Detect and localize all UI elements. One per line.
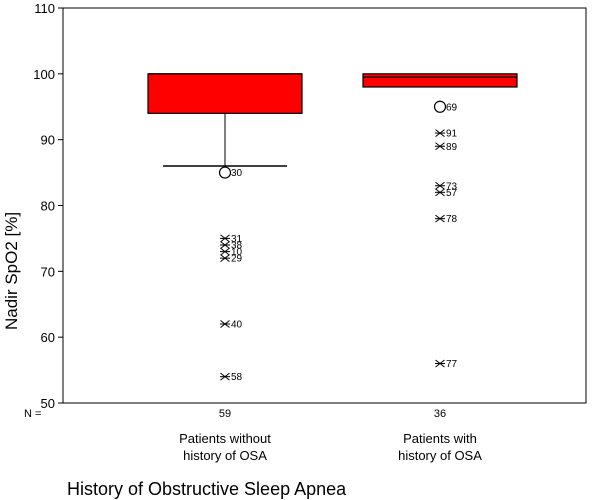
category-label: Patients with: [403, 431, 477, 446]
category-label: Patients without: [179, 431, 271, 446]
extreme-marker: [435, 188, 445, 197]
extreme-marker: [220, 241, 230, 249]
category-label: history of OSA: [183, 448, 267, 463]
outlier-label: 69: [446, 102, 458, 113]
extreme-label: 77: [446, 359, 458, 370]
box: [362, 73, 518, 88]
n-prefix-label: N =: [24, 408, 41, 420]
extreme-label: 78: [446, 214, 458, 225]
x-axis: N = 59 Patients without history of OSA 36 Pat…: [24, 408, 482, 463]
extreme-label: 40: [231, 320, 243, 331]
extreme-marker: [220, 372, 230, 381]
extreme-label: 58: [231, 372, 243, 383]
outlier-label: 30: [231, 168, 243, 179]
extreme-marker: [435, 214, 445, 223]
extreme-label: 10: [231, 247, 243, 258]
x-axis-label: History of Obstructive Sleep Apnea: [67, 479, 347, 499]
extreme-label: 31: [231, 234, 243, 245]
y-axis-label: Nadir SpO2 [%]: [2, 212, 21, 330]
extreme-label: 73: [446, 181, 458, 192]
category-label: history of OSA: [398, 448, 482, 463]
extreme-marker: [435, 181, 445, 190]
extreme-label: 89: [446, 142, 458, 153]
outlier-marker: [218, 166, 232, 179]
extreme-marker: [220, 254, 230, 263]
y-tick-label: 70: [41, 264, 55, 279]
extreme-marker: [220, 234, 230, 243]
extreme-label: 29: [231, 254, 243, 265]
extreme-label: 91: [446, 129, 458, 140]
n-count-label: 59: [219, 408, 231, 420]
n-count-label: 36: [434, 408, 446, 420]
extreme-label: 38: [231, 241, 243, 252]
plot-frame: [62, 7, 587, 404]
y-tick-label: 50: [41, 396, 55, 411]
extreme-label: 57: [446, 188, 458, 199]
y-tick-label: 100: [33, 67, 55, 82]
outlier-marker: [433, 100, 447, 113]
y-tick-label: 90: [41, 133, 55, 148]
extreme-marker: [435, 359, 445, 368]
extreme-marker: [435, 129, 445, 137]
extreme-marker: [220, 247, 230, 256]
extreme-marker: [435, 142, 445, 151]
y-tick-label: 80: [41, 199, 55, 214]
y-axis: 50 60 70 80 90 100 110: [33, 1, 63, 411]
extreme-marker: [220, 320, 230, 328]
y-tick-label: 60: [41, 330, 55, 345]
box: [147, 73, 303, 114]
y-tick-label: 110: [34, 1, 55, 16]
